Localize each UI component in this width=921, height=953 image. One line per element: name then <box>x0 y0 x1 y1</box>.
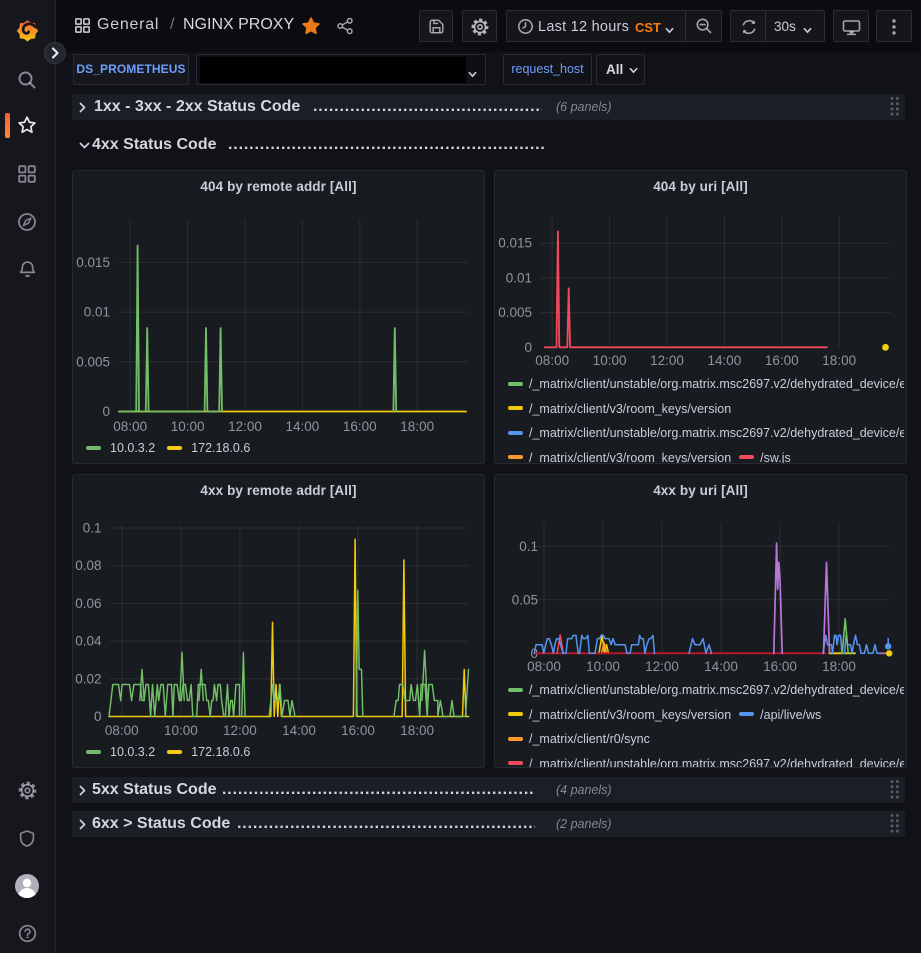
svg-text:0.02: 0.02 <box>75 671 101 686</box>
svg-text:0.05: 0.05 <box>512 592 538 607</box>
svg-text:10:00: 10:00 <box>593 353 627 368</box>
svg-text:12:00: 12:00 <box>228 419 262 434</box>
svg-text:0.04: 0.04 <box>75 634 102 649</box>
svg-text:0.06: 0.06 <box>75 596 101 611</box>
svg-text:0: 0 <box>524 340 532 355</box>
svg-text:14:00: 14:00 <box>708 353 742 368</box>
svg-text:12:00: 12:00 <box>645 659 679 674</box>
svg-text:16:00: 16:00 <box>341 723 375 738</box>
svg-text:0: 0 <box>94 709 102 724</box>
svg-text:18:00: 18:00 <box>400 723 434 738</box>
svg-text:08:00: 08:00 <box>527 659 561 674</box>
svg-text:14:00: 14:00 <box>286 419 320 434</box>
svg-text:12:00: 12:00 <box>650 353 684 368</box>
svg-text:08:00: 08:00 <box>535 353 569 368</box>
svg-text:0.01: 0.01 <box>506 270 532 285</box>
svg-text:16:00: 16:00 <box>765 353 799 368</box>
svg-text:0.015: 0.015 <box>498 236 532 251</box>
svg-text:0.01: 0.01 <box>84 305 110 320</box>
svg-text:12:00: 12:00 <box>223 723 257 738</box>
svg-text:0.015: 0.015 <box>76 255 110 270</box>
svg-text:18:00: 18:00 <box>822 659 856 674</box>
svg-text:08:00: 08:00 <box>105 723 139 738</box>
svg-text:0: 0 <box>102 404 110 419</box>
svg-text:14:00: 14:00 <box>282 723 316 738</box>
svg-text:0.005: 0.005 <box>498 305 532 320</box>
svg-text:10:00: 10:00 <box>586 659 620 674</box>
svg-text:0.08: 0.08 <box>75 558 101 573</box>
svg-text:0.1: 0.1 <box>519 539 538 554</box>
svg-text:08:00: 08:00 <box>113 419 147 434</box>
svg-text:18:00: 18:00 <box>400 419 434 434</box>
svg-text:16:00: 16:00 <box>763 659 797 674</box>
svg-text:14:00: 14:00 <box>704 659 738 674</box>
svg-text:16:00: 16:00 <box>343 419 377 434</box>
svg-text:0.005: 0.005 <box>76 354 110 369</box>
svg-text:0.1: 0.1 <box>83 521 102 536</box>
svg-text:18:00: 18:00 <box>822 353 856 368</box>
svg-text:10:00: 10:00 <box>164 723 198 738</box>
svg-text:10:00: 10:00 <box>171 419 205 434</box>
